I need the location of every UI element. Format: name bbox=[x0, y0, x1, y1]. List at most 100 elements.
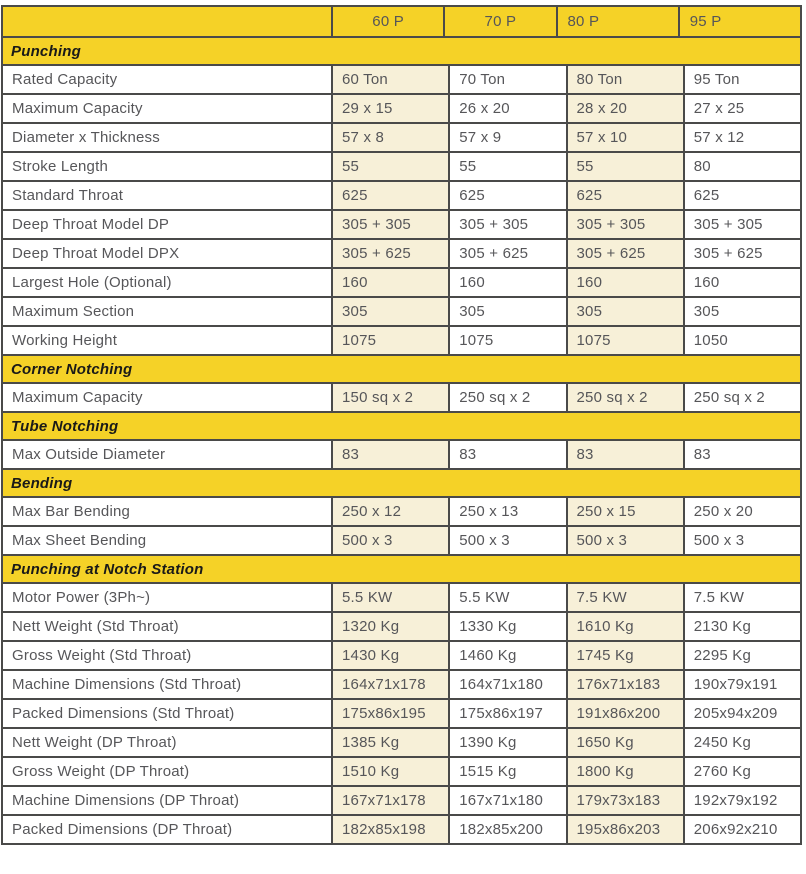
spec-row: Nett Weight (DP Throat) 1385 Kg 1390 Kg 165… bbox=[3, 727, 800, 756]
spec-value: 1800 Kg bbox=[565, 758, 683, 785]
spec-value: 192x79x192 bbox=[682, 787, 800, 814]
spec-row: Packed Dimensions (DP Throat) 182x85x198 1… bbox=[3, 814, 800, 843]
spec-row: Stroke Length 55 55 55 80 bbox=[3, 151, 800, 180]
spec-value: 83 bbox=[331, 441, 449, 468]
spec-label: Packed Dimensions (Std Throat) bbox=[3, 700, 331, 727]
spec-value: 2130 Kg bbox=[682, 613, 800, 640]
spec-value: 305 + 625 bbox=[565, 240, 683, 267]
spec-row: Diameter x Thickness 57 x 8 57 x 9 57 x 10 5… bbox=[3, 122, 800, 151]
spec-value: 1075 bbox=[448, 327, 566, 354]
spec-value: 305 bbox=[448, 298, 566, 325]
spec-label: Machine Dimensions (Std Throat) bbox=[3, 671, 331, 698]
spec-label: Diameter x Thickness bbox=[3, 124, 331, 151]
model-header-80p: 80 P bbox=[555, 7, 678, 36]
section-header: Punching at Notch Station bbox=[3, 554, 800, 582]
spec-table: 60 P 70 P 80 P 95 P Punching Rated Capaci… bbox=[1, 5, 802, 845]
spec-value: 160 bbox=[682, 269, 800, 296]
spec-row: Packed Dimensions (Std Throat) 175x86x195… bbox=[3, 698, 800, 727]
spec-label: Max Bar Bending bbox=[3, 498, 331, 525]
spec-value: 1430 Kg bbox=[331, 642, 449, 669]
spec-value: 1330 Kg bbox=[448, 613, 566, 640]
spec-value: 500 x 3 bbox=[682, 527, 800, 554]
spec-value: 28 x 20 bbox=[565, 95, 683, 122]
spec-value: 2760 Kg bbox=[682, 758, 800, 785]
spec-label: Max Sheet Bending bbox=[3, 527, 331, 554]
spec-value: 1050 bbox=[682, 327, 800, 354]
spec-value: 500 x 3 bbox=[565, 527, 683, 554]
spec-value: 1460 Kg bbox=[448, 642, 566, 669]
spec-label: Deep Throat Model DP bbox=[3, 211, 331, 238]
spec-value: 1610 Kg bbox=[565, 613, 683, 640]
spec-value: 160 bbox=[448, 269, 566, 296]
spec-row: Max Bar Bending 250 x 12 250 x 13 250 x 15 2… bbox=[3, 496, 800, 525]
spec-value: 5.5 KW bbox=[448, 584, 566, 611]
spec-value: 164x71x180 bbox=[448, 671, 566, 698]
spec-value: 95 Ton bbox=[682, 66, 800, 93]
spec-value: 1075 bbox=[565, 327, 683, 354]
spec-value: 80 Ton bbox=[565, 66, 683, 93]
spec-row: Maximum Capacity 150 sq x 2 250 sq x 2 250 … bbox=[3, 382, 800, 411]
model-header-70p: 70 P bbox=[443, 7, 555, 36]
spec-value: 305 + 305 bbox=[331, 211, 449, 238]
spec-value: 179x73x183 bbox=[565, 787, 683, 814]
spec-row: Maximum Capacity 29 x 15 26 x 20 28 x 20 27 … bbox=[3, 93, 800, 122]
spec-value: 305 bbox=[331, 298, 449, 325]
spec-label: Maximum Section bbox=[3, 298, 331, 325]
spec-value: 190x79x191 bbox=[682, 671, 800, 698]
spec-value: 2295 Kg bbox=[682, 642, 800, 669]
spec-value: 83 bbox=[565, 441, 683, 468]
spec-value: 57 x 12 bbox=[682, 124, 800, 151]
spec-value: 29 x 15 bbox=[331, 95, 449, 122]
spec-value: 305 + 305 bbox=[682, 211, 800, 238]
spec-value: 55 bbox=[448, 153, 566, 180]
spec-value: 27 x 25 bbox=[682, 95, 800, 122]
spec-row: Gross Weight (DP Throat) 1510 Kg 1515 Kg 18… bbox=[3, 756, 800, 785]
spec-value: 57 x 8 bbox=[331, 124, 449, 151]
spec-row: Gross Weight (Std Throat) 1430 Kg 1460 Kg 1… bbox=[3, 640, 800, 669]
section-header: Corner Notching bbox=[3, 354, 800, 382]
spec-value: 206x92x210 bbox=[682, 816, 800, 843]
spec-value: 150 sq x 2 bbox=[331, 384, 449, 411]
spec-label: Standard Throat bbox=[3, 182, 331, 209]
spec-row: Nett Weight (Std Throat) 1320 Kg 1330 Kg 16… bbox=[3, 611, 800, 640]
spec-value: 2450 Kg bbox=[682, 729, 800, 756]
spec-label: Deep Throat Model DPX bbox=[3, 240, 331, 267]
spec-label: Max Outside Diameter bbox=[3, 441, 331, 468]
spec-value: 26 x 20 bbox=[448, 95, 566, 122]
spec-value: 167x71x180 bbox=[448, 787, 566, 814]
spec-label: Largest Hole (Optional) bbox=[3, 269, 331, 296]
spec-value: 182x85x198 bbox=[331, 816, 449, 843]
spec-value: 160 bbox=[565, 269, 683, 296]
spec-value: 305 bbox=[682, 298, 800, 325]
spec-value: 5.5 KW bbox=[331, 584, 449, 611]
spec-value: 250 sq x 2 bbox=[682, 384, 800, 411]
spec-value: 83 bbox=[448, 441, 566, 468]
model-header-row: 60 P 70 P 80 P 95 P bbox=[3, 7, 800, 36]
spec-label: Maximum Capacity bbox=[3, 95, 331, 122]
spec-value: 164x71x178 bbox=[331, 671, 449, 698]
section-header: Tube Notching bbox=[3, 411, 800, 439]
spec-label: Maximum Capacity bbox=[3, 384, 331, 411]
spec-value: 625 bbox=[448, 182, 566, 209]
spec-value: 1515 Kg bbox=[448, 758, 566, 785]
spec-label: Stroke Length bbox=[3, 153, 331, 180]
spec-value: 1390 Kg bbox=[448, 729, 566, 756]
spec-value: 195x86x203 bbox=[565, 816, 683, 843]
spec-value: 1510 Kg bbox=[331, 758, 449, 785]
spec-value: 1745 Kg bbox=[565, 642, 683, 669]
spec-value: 1075 bbox=[331, 327, 449, 354]
spec-value: 176x71x183 bbox=[565, 671, 683, 698]
spec-value: 55 bbox=[331, 153, 449, 180]
spec-value: 191x86x200 bbox=[565, 700, 683, 727]
spec-value: 205x94x209 bbox=[682, 700, 800, 727]
spec-row: Max Sheet Bending 500 x 3 500 x 3 500 x 3 50… bbox=[3, 525, 800, 554]
spec-value: 625 bbox=[331, 182, 449, 209]
model-header-empty-cell bbox=[3, 7, 331, 36]
spec-row: Max Outside Diameter 83 83 83 83 bbox=[3, 439, 800, 468]
spec-row: Rated Capacity 60 Ton 70 Ton 80 Ton 95 Ton bbox=[3, 64, 800, 93]
spec-row: Deep Throat Model DPX 305 + 625 305 + 625 3… bbox=[3, 238, 800, 267]
spec-value: 83 bbox=[682, 441, 800, 468]
spec-value: 250 x 15 bbox=[565, 498, 683, 525]
spec-value: 500 x 3 bbox=[448, 527, 566, 554]
spec-value: 80 bbox=[682, 153, 800, 180]
